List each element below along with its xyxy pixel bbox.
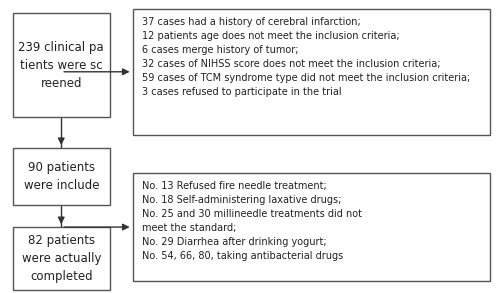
Text: 82 patients
were actually
completed: 82 patients were actually completed [22, 234, 101, 283]
FancyBboxPatch shape [12, 148, 110, 205]
FancyBboxPatch shape [132, 173, 490, 281]
FancyBboxPatch shape [132, 9, 490, 135]
Text: No. 13 Refused fire needle treatment;
No. 18 Self-administering laxative drugs;
: No. 13 Refused fire needle treatment; No… [142, 181, 362, 261]
Text: 90 patients
were include: 90 patients were include [24, 161, 99, 192]
Text: 37 cases had a history of cerebral infarction;
12 patients age does not meet the: 37 cases had a history of cerebral infar… [142, 17, 470, 97]
Text: 239 clinical pa
tients were sc
reened: 239 clinical pa tients were sc reened [18, 41, 104, 90]
FancyBboxPatch shape [12, 13, 110, 117]
FancyBboxPatch shape [12, 227, 110, 290]
